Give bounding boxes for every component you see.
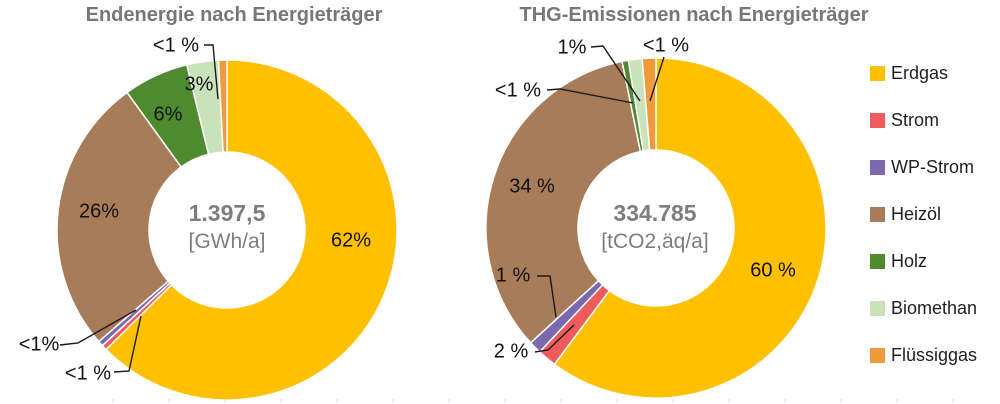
legend-swatch-heizoel	[870, 207, 885, 222]
center-value-left: 1.397,5	[188, 200, 266, 226]
slice-label-heizoel-right: 34 %	[509, 175, 555, 198]
legend-item-holz: Holz	[870, 251, 977, 272]
slice-label-erdgas-left: 62%	[330, 229, 372, 252]
donut-chart-left	[56, 44, 398, 401]
center-total-right: 334.785 [tCO2,äq/a]	[601, 200, 708, 254]
legend-label-heizoel: Heizöl	[891, 204, 942, 224]
center-value-right: 334.785	[613, 200, 697, 226]
leader-line-wp-strom-right	[537, 275, 557, 318]
legend-item-strom: Strom	[870, 110, 977, 131]
chart-title-right: THG-Emissionen nach Energieträger	[519, 4, 869, 26]
chart-title-left: Endenergie nach Energieträger	[85, 4, 383, 26]
legend-label-biomethan: Biomethan	[891, 298, 978, 318]
slice-label-erdgas-right: 60 %	[750, 259, 796, 282]
slice-heizoel-left	[56, 91, 182, 343]
legend-label-fluessiggas: Flüssiggas	[891, 345, 978, 365]
cropped-text-row-artifact	[112, 399, 1000, 403]
slice-label-wp-strom-left: <1%	[18, 333, 60, 356]
slice-label-biomethan-right: 1%	[557, 36, 587, 59]
slice-fluessiggas-right	[641, 57, 657, 152]
legend-swatch-erdgas	[870, 66, 885, 81]
leader-line-holz-right	[546, 88, 634, 104]
center-unit-left: [GWh/a]	[188, 230, 266, 253]
legend-swatch-holz	[870, 254, 885, 269]
legend-swatch-wp-strom	[870, 160, 885, 175]
slice-label-fluessiggas-left: <1 %	[152, 34, 200, 57]
leader-line-wp-strom-left	[59, 309, 137, 346]
legend-item-erdgas: Erdgas	[870, 63, 977, 84]
slice-label-fluessiggas-right: <1 %	[642, 34, 690, 57]
leader-line-fluessiggas-right	[649, 56, 665, 102]
legend-item-wp-strom: WP-Strom	[870, 157, 977, 178]
legend-label-holz: Holz	[891, 251, 928, 271]
slice-label-strom-right: 2 %	[493, 340, 529, 363]
legend-swatch-fluessiggas	[870, 348, 885, 363]
leader-line-strom-left	[113, 315, 142, 373]
donut-chart-right	[485, 45, 827, 399]
slice-heizoel-right	[485, 60, 642, 344]
slice-label-holz-left: 6%	[153, 103, 183, 126]
legend-item-biomethan: Biomethan	[870, 298, 977, 319]
slice-fluessiggas-left	[217, 59, 228, 153]
leader-line-biomethan-right	[590, 45, 641, 102]
legend-swatch-strom	[870, 113, 885, 128]
slice-label-holz-right: <1 %	[494, 79, 542, 102]
slice-label-strom-left: <1 %	[64, 362, 112, 385]
leader-line-strom-right	[534, 324, 575, 353]
legend-item-heizoel: Heizöl	[870, 204, 977, 225]
legend-label-strom: Strom	[891, 110, 940, 130]
slice-erdgas-left	[105, 59, 398, 401]
legend-label-erdgas: Erdgas	[891, 63, 949, 83]
legend-label-wp-strom: WP-Strom	[891, 157, 974, 177]
legend-item-fluessiggas: Flüssiggas	[870, 345, 977, 366]
slice-erdgas-right	[553, 57, 827, 399]
legend: Erdgas Strom WP-Strom Heizöl Holz Biomet…	[870, 63, 977, 366]
leader-line-fluessiggas-left	[204, 44, 219, 100]
center-unit-right: [tCO2,äq/a]	[601, 230, 709, 253]
legend-swatch-biomethan	[870, 301, 885, 316]
slice-label-wp-strom-right: 1 %	[495, 264, 531, 287]
slice-label-biomethan-left: 3%	[184, 73, 214, 96]
slice-label-heizoel-left: 26%	[78, 200, 120, 223]
center-total-left: 1.397,5 [GWh/a]	[188, 200, 265, 254]
